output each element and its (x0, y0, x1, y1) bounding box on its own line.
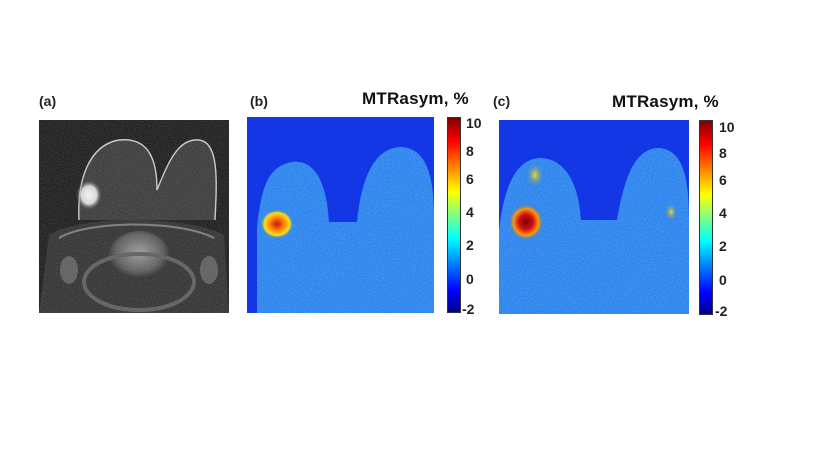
colorbar-c-tick-10: 10 (719, 119, 735, 135)
colorbar-c-tick-8: 8 (719, 145, 727, 161)
colorbar-b (447, 117, 461, 313)
mri-image-panel-a (39, 120, 229, 313)
colorbar-b-title: MTRasym, % (362, 89, 469, 108)
colorbar-b-tick-6: 6 (466, 171, 474, 187)
mtrasym-map-panel-b (247, 117, 434, 313)
colorbar-c-tick-2: 2 (719, 238, 727, 254)
colorbar-c (699, 120, 713, 315)
colorbar-c-tick-4: 4 (719, 205, 727, 221)
panel-a-label: (a) (39, 93, 57, 109)
mtrasym-map-panel-c (499, 120, 689, 314)
colorbar-c-title: MTRasym, % (612, 92, 719, 111)
colorbar-b-tick-4: 4 (466, 204, 474, 220)
colorbar-b-tick-neg2: -2 (462, 301, 475, 317)
colorbar-c-tick-0: 0 (719, 272, 727, 288)
panel-c-label: (c) (493, 93, 511, 109)
colorbar-b-tick-2: 2 (466, 237, 474, 253)
colorbar-c-tick-neg2: -2 (715, 303, 728, 319)
colorbar-b-tick-0: 0 (466, 271, 474, 287)
colorbar-b-tick-10: 10 (466, 115, 482, 131)
panel-b-label: (b) (250, 93, 268, 109)
colorbar-c-tick-6: 6 (719, 172, 727, 188)
colorbar-b-tick-8: 8 (466, 143, 474, 159)
